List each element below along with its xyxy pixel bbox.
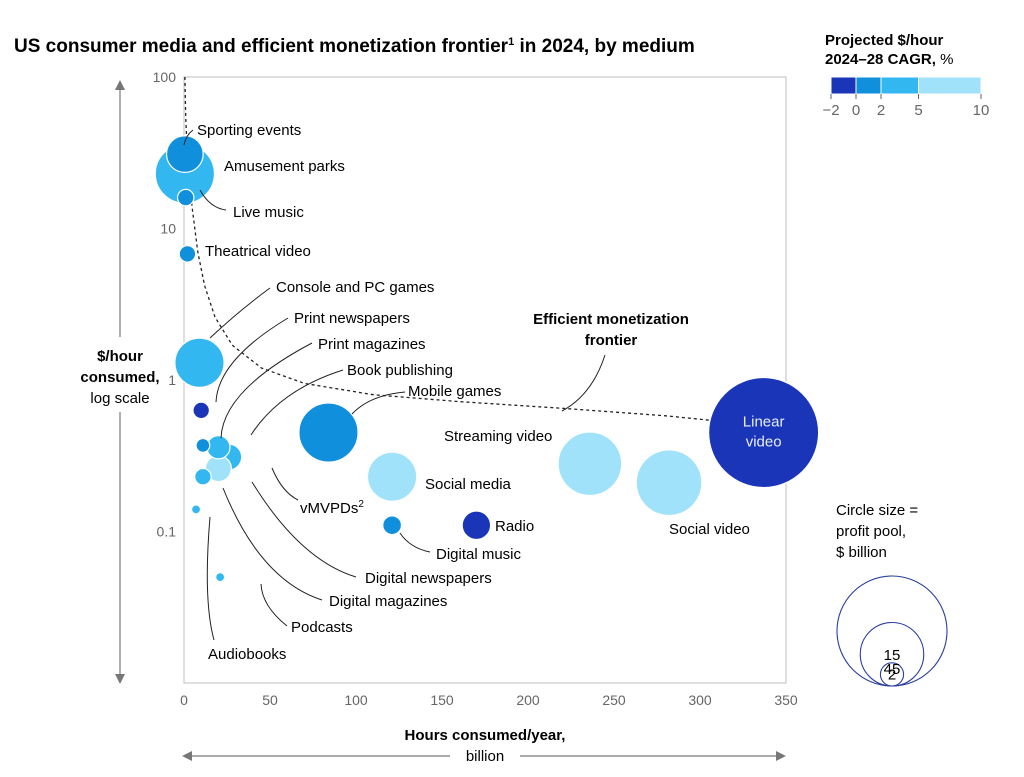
bubble-radio <box>461 510 492 541</box>
x-tick-label: 50 <box>262 692 278 708</box>
label-linear-video: Linear video <box>743 414 785 451</box>
label-podcasts: Podcasts <box>291 619 353 636</box>
x-axis-label-line2: billion <box>466 748 504 765</box>
label-sporting-events: Sporting events <box>197 122 301 139</box>
label-amusement-parks: Amusement parks <box>224 158 345 175</box>
color-legend-tick: 10 <box>973 102 990 119</box>
size-legend-title-line3: $ billion <box>836 544 887 561</box>
y-axis-ticks: 100 10 1 0.1 <box>153 69 177 540</box>
bubble-social-video <box>635 449 703 517</box>
size-legend-value: 2 <box>888 666 896 683</box>
label-radio: Radio <box>495 518 534 535</box>
label-social-media: Social media <box>425 476 512 493</box>
bubble-live-music <box>176 188 195 207</box>
label-digital-newspapers: Digital newspapers <box>365 570 492 587</box>
color-legend-swatch <box>918 76 982 95</box>
y-tick-label: 1 <box>168 372 176 388</box>
y-axis-label-line1: $/hour <box>97 348 143 365</box>
bubble-digital-magazines <box>194 467 212 486</box>
bubble-social-media <box>366 451 418 502</box>
size-legend-title-line2: profit pool, <box>836 523 906 540</box>
label-social-video: Social video <box>669 521 750 538</box>
bubble-print-newspapers <box>192 401 210 420</box>
point-labels: Sporting events Amusement parks Live mus… <box>197 122 750 663</box>
label-console-pc-games: Console and PC games <box>276 279 434 296</box>
x-tick-label: 250 <box>602 692 626 708</box>
color-legend-swatch <box>830 76 857 95</box>
color-legend: Projected $/hour 2024–28 CAGR, % −2 0 2 5 10 <box>822 32 989 119</box>
label-digital-magazines: Digital magazines <box>329 593 447 610</box>
label-print-newspapers: Print newspapers <box>294 310 410 327</box>
color-legend-title-line1: Projected $/hour <box>825 32 944 49</box>
size-legend-title-line1: Circle size = <box>836 502 918 519</box>
label-live-music: Live music <box>233 204 304 221</box>
x-axis-label-line1: Hours consumed/year, <box>405 727 566 744</box>
bubble-theatrical-video <box>178 245 197 263</box>
color-legend-tick: 0 <box>852 102 860 119</box>
label-theatrical-video: Theatrical video <box>205 243 311 260</box>
bubble-print-magazines <box>195 437 211 453</box>
color-legend-tick: −2 <box>822 102 839 119</box>
bubble-console-and-pc-games <box>174 337 225 388</box>
label-audiobooks: Audiobooks <box>208 646 286 663</box>
bubble-linear-video <box>708 376 820 489</box>
chart-title: US consumer media and efficient monetiza… <box>14 36 695 57</box>
bubble-mobile-games <box>298 402 359 463</box>
bubble-audiobooks <box>190 504 202 515</box>
y-tick-label: 10 <box>160 221 176 237</box>
bubble-streaming-video <box>557 431 623 497</box>
label-vmvpds: vMVPDs2 <box>300 499 364 517</box>
bubble-podcasts <box>215 572 226 583</box>
x-tick-label: 150 <box>430 692 454 708</box>
bubbles <box>154 135 820 583</box>
color-legend-swatch <box>880 76 919 95</box>
label-linear-video-line1: Linear <box>743 414 785 431</box>
label-print-magazines: Print magazines <box>318 336 426 353</box>
color-legend-tick: 2 <box>877 102 885 119</box>
size-legend-circle <box>879 662 905 687</box>
size-legend-value: 15 <box>884 647 901 664</box>
color-legend-tick: 5 <box>914 102 922 119</box>
label-streaming-video: Streaming video <box>444 428 552 445</box>
y-tick-label: 0.1 <box>157 524 177 540</box>
y-axis-label: $/hour consumed, log scale <box>80 80 160 684</box>
color-legend-bins: −2 0 2 5 10 <box>822 76 990 119</box>
size-legend-value: 45 <box>884 661 901 678</box>
x-tick-label: 100 <box>344 692 368 708</box>
label-mobile-games: Mobile games <box>408 383 501 400</box>
leader-lines <box>183 129 431 641</box>
label-book-publishing: Book publishing <box>347 362 453 379</box>
bubble-sporting-events <box>165 135 204 173</box>
size-legend: Circle size = profit pool, $ billion 451… <box>836 502 948 687</box>
y-axis-label-line2: consumed, <box>80 369 159 386</box>
bubble-book-publishing <box>206 435 231 460</box>
x-axis-ticks: 0 50 100 150 200 250 300 350 <box>180 692 798 708</box>
label-linear-video-line2: video <box>746 434 782 451</box>
y-axis-label-line3: log scale <box>90 390 149 407</box>
frontier-label-line2: frontier <box>585 332 638 349</box>
color-legend-swatch <box>855 76 882 95</box>
color-legend-title-line2: 2024–28 CAGR, % <box>825 51 953 68</box>
bubble-digital-music <box>382 515 403 536</box>
x-tick-label: 0 <box>180 692 188 708</box>
y-tick-label: 100 <box>153 69 177 85</box>
x-tick-label: 300 <box>688 692 712 708</box>
label-digital-music: Digital music <box>436 546 522 563</box>
x-tick-label: 200 <box>516 692 540 708</box>
frontier-label-line1: Efficient monetization <box>533 311 689 328</box>
x-axis-label: Hours consumed/year, billion <box>182 727 786 765</box>
frontier-label: Efficient monetization frontier <box>533 311 689 412</box>
x-tick-label: 350 <box>774 692 798 708</box>
